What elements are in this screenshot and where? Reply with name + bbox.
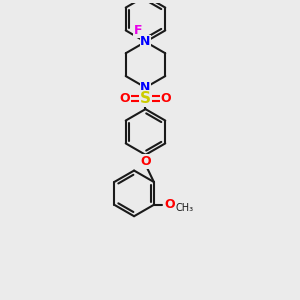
Text: N: N [140,81,151,94]
Text: O: O [165,198,175,211]
Text: O: O [140,155,151,168]
Text: O: O [160,92,171,105]
Text: N: N [140,35,151,48]
Text: O: O [120,92,130,105]
Text: F: F [134,24,142,37]
Text: S: S [140,91,151,106]
Text: CH₃: CH₃ [176,203,194,213]
